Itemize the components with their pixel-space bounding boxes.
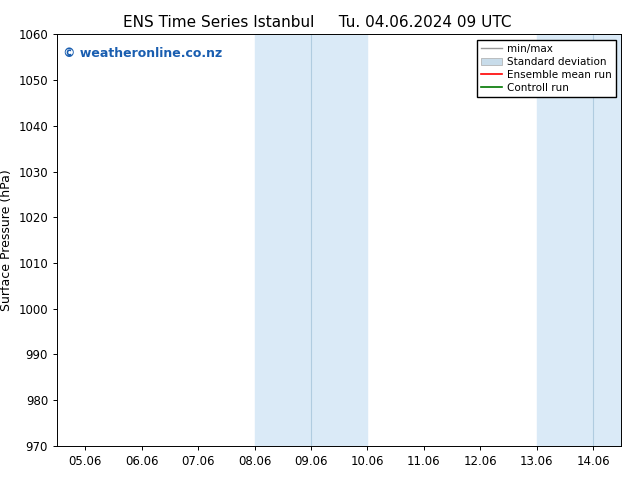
- Text: ENS Time Series Istanbul     Tu. 04.06.2024 09 UTC: ENS Time Series Istanbul Tu. 04.06.2024 …: [123, 15, 511, 30]
- Bar: [255, 34, 368, 446]
- Legend: min/max, Standard deviation, Ensemble mean run, Controll run: min/max, Standard deviation, Ensemble me…: [477, 40, 616, 97]
- Y-axis label: Surface Pressure (hPa): Surface Pressure (hPa): [0, 169, 13, 311]
- Bar: [536, 34, 621, 446]
- Text: © weatheronline.co.nz: © weatheronline.co.nz: [63, 47, 222, 60]
